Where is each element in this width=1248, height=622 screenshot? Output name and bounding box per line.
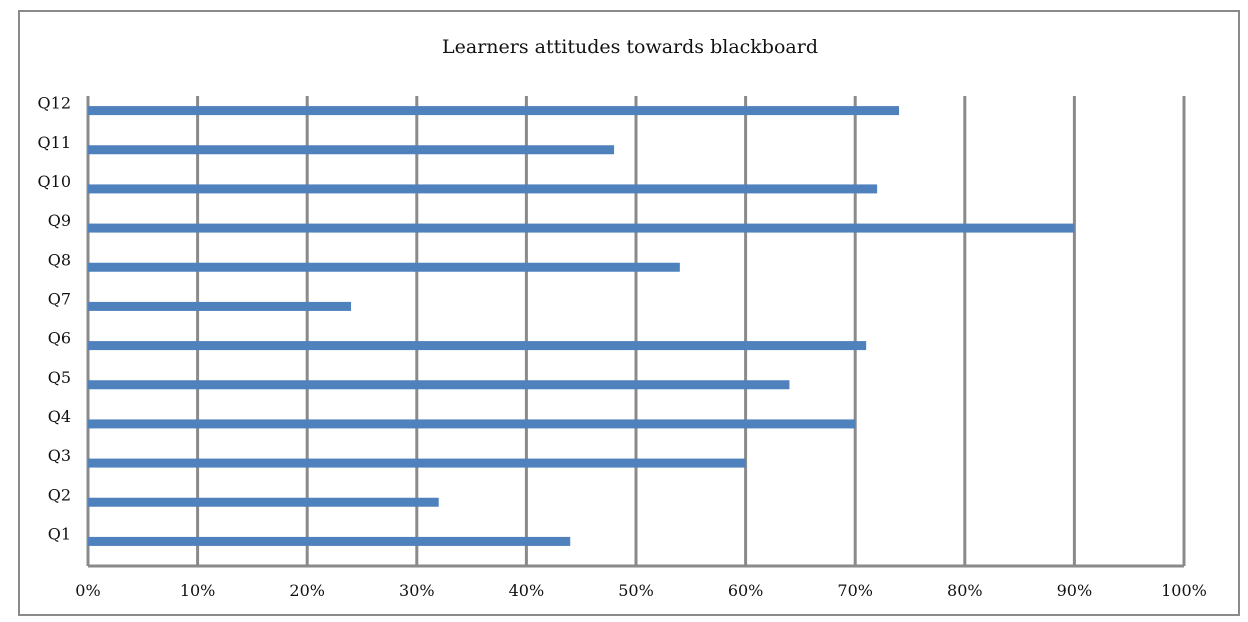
y-axis-tick-labels: Q1 Q2 Q3 Q4 Q5 Q6 Q7 Q8 Q9 Q10 Q11 Q12 [38, 94, 71, 544]
gridlines [86, 96, 1186, 568]
y-tick-label-q1: Q1 [48, 524, 71, 543]
y-tick-label-q4: Q4 [48, 407, 71, 426]
bars [88, 106, 1075, 546]
x-tick-label: 30% [399, 581, 435, 600]
x-tick-label: 60% [728, 581, 764, 600]
y-tick-label-q9: Q9 [48, 211, 71, 230]
bar-q1 [88, 536, 571, 546]
bar-q3 [88, 458, 746, 468]
y-tick-label-q2: Q2 [48, 485, 71, 504]
bar-q8 [88, 262, 680, 272]
x-axis-tick-labels: 0% 10% 20% 30% 40% 50% 60% 70% 80% 90% 100% [75, 581, 1207, 600]
x-tick-label: 90% [1057, 581, 1093, 600]
bar-q10 [88, 184, 878, 194]
bar-q6 [88, 341, 867, 351]
bar-q2 [88, 497, 439, 507]
x-tick-label: 10% [180, 581, 216, 600]
bar-q11 [88, 145, 615, 155]
x-tick-label: 100% [1161, 581, 1207, 600]
x-tick-label: 80% [947, 581, 983, 600]
chart-title: Learners attitudes towards blackboard [442, 36, 818, 58]
y-tick-label-q6: Q6 [48, 329, 71, 348]
x-tick-label: 20% [289, 581, 325, 600]
x-tick-label: 40% [509, 581, 545, 600]
y-tick-label-q10: Q10 [38, 172, 71, 191]
y-tick-label-q12: Q12 [38, 94, 71, 113]
y-tick-label-q8: Q8 [48, 250, 71, 269]
x-tick-label: 50% [618, 581, 654, 600]
x-tick-label: 0% [75, 581, 100, 600]
x-tick-label: 70% [837, 581, 873, 600]
y-tick-label-q7: Q7 [48, 289, 71, 308]
y-tick-label-q11: Q11 [38, 133, 71, 152]
bar-q5 [88, 380, 790, 390]
y-tick-label-q3: Q3 [48, 446, 71, 465]
bar-q4 [88, 419, 856, 429]
bar-q12 [88, 106, 900, 116]
bar-q9 [88, 223, 1075, 233]
bar-q7 [88, 301, 352, 311]
y-tick-label-q5: Q5 [48, 368, 71, 387]
